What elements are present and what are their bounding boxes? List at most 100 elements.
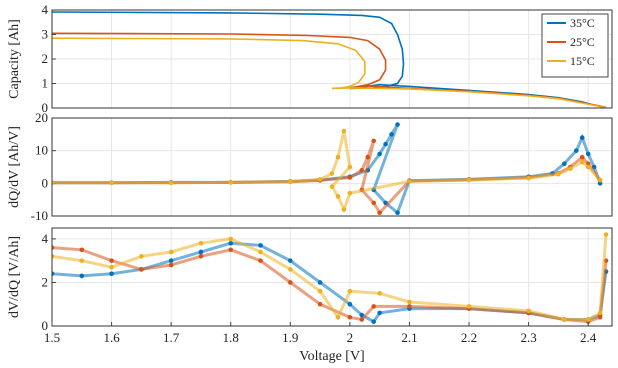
data-point-35c (109, 271, 114, 277)
data-point-15c (341, 128, 347, 134)
x-tick-label: 1.5 (44, 330, 60, 345)
data-point-25c (168, 262, 174, 268)
data-point-15c (335, 314, 341, 320)
data-point-25c (579, 154, 585, 160)
data-point-15c (341, 207, 347, 212)
data-point-25c (359, 167, 365, 173)
data-point-35c (573, 148, 579, 153)
data-point-15c (585, 164, 591, 170)
data-point-25c (228, 247, 234, 253)
y-tick-label: 2 (42, 51, 49, 66)
y-axis-label: dV/dQ [V/Ah] (7, 236, 22, 318)
legend: 35°C 25°C 15°C (541, 13, 609, 78)
x-tick-label: 1.7 (163, 330, 180, 345)
series-line-25c (52, 32, 607, 108)
x-tick-label: 2.4 (580, 330, 597, 345)
x-tick-label: 2.2 (461, 330, 477, 345)
data-point-25c (198, 254, 204, 259)
x-axis-label: Voltage [V] (299, 349, 364, 364)
data-point-35c (562, 161, 567, 167)
data-point-35c (168, 258, 174, 263)
data-point-15c (347, 164, 353, 170)
data-point-15c (52, 254, 55, 259)
data-point-15c (79, 258, 85, 263)
data-point-15c (562, 317, 567, 322)
data-point-25c (317, 301, 323, 307)
data-point-15c (258, 249, 263, 255)
data-point-35c (585, 151, 591, 157)
data-point-25c (109, 258, 114, 263)
data-point-25c (347, 175, 353, 180)
data-point-35c (52, 271, 55, 277)
plot-area (52, 122, 603, 216)
data-point-15c (407, 179, 412, 184)
data-point-25c (347, 314, 353, 320)
data-point-35c (258, 243, 263, 248)
legend-entry: 15°C (570, 54, 595, 68)
data-point-35c (579, 135, 585, 140)
data-point-25c (377, 210, 382, 216)
y-axis-label: Capacity [Ah] (7, 19, 22, 99)
plot-area (52, 232, 609, 324)
data-point-25c (359, 317, 365, 322)
y-tick-label: 1 (42, 76, 49, 91)
y-tick-label: 4 (42, 231, 49, 246)
data-point-15c (526, 308, 531, 314)
data-point-15c (317, 288, 323, 294)
data-point-35c (228, 240, 234, 246)
data-point-15c (317, 177, 323, 182)
y-tick-label: -10 (31, 208, 48, 223)
data-point-15c (335, 154, 341, 160)
y-tick-label: 0 (42, 318, 49, 333)
data-point-15c (597, 177, 603, 183)
series-trace-15c (52, 130, 602, 214)
data-point-15c (526, 175, 531, 181)
data-point-15c (228, 180, 234, 185)
x-tick-label: 2.3 (520, 330, 536, 345)
plot-area (52, 11, 607, 108)
data-point-15c (335, 194, 341, 199)
legend-entry: 35°C (570, 16, 595, 30)
data-point-35c (395, 210, 400, 216)
legend-entry: 25°C (570, 35, 595, 49)
data-point-35c (198, 249, 204, 255)
capacity-panel: 0 1 2 3 4 Capacity [Ah] (7, 2, 613, 115)
data-point-25c (258, 258, 263, 263)
data-point-15c (466, 304, 472, 309)
y-tick-label: 20 (35, 110, 48, 125)
axes-frame (51, 117, 613, 217)
data-point-15c (109, 180, 114, 185)
data-point-15c (407, 299, 412, 305)
data-point-25c (371, 138, 377, 144)
x-tick-label: 1.8 (223, 330, 239, 345)
data-point-25c (365, 154, 371, 160)
series-line-35c (52, 11, 607, 108)
data-point-15c (603, 232, 609, 237)
data-point-25c (139, 267, 144, 272)
data-point-35c (377, 310, 382, 316)
dqdv-panel: -10 0 10 20 dQ/dV [Ah/V] (7, 110, 613, 223)
data-point-25c (287, 280, 293, 285)
y-tick-label: 4 (42, 2, 49, 17)
data-point-15c (347, 288, 353, 294)
data-point-35c (287, 258, 293, 263)
data-point-15c (168, 180, 174, 185)
data-point-35c (377, 151, 382, 157)
data-point-35c (389, 132, 394, 137)
x-tick-label: 2.1 (401, 330, 417, 345)
data-point-15c (139, 254, 144, 259)
data-point-35c (317, 280, 323, 285)
x-tick-label: 1.9 (282, 330, 298, 345)
data-point-15c (579, 159, 585, 165)
data-point-35c (347, 301, 353, 307)
data-point-15c (198, 240, 204, 246)
axes-frame (51, 227, 613, 327)
data-point-25c (52, 245, 55, 250)
y-tick-label: 0 (42, 100, 49, 115)
y-tick-label: 3 (42, 27, 49, 42)
data-point-25c (597, 314, 603, 320)
data-point-25c (407, 304, 412, 309)
data-point-15c (597, 310, 603, 316)
series-line-15c (52, 37, 607, 108)
data-point-35c (395, 122, 400, 127)
